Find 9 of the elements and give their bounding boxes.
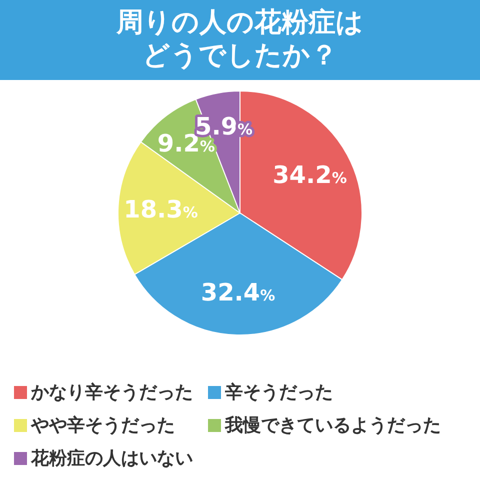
chart-title: 周りの人の花粉症はどうでしたか？ [115,6,364,72]
legend-label: 辛そうだった [225,381,333,404]
legend-label: 花粉症の人はいない [31,447,193,470]
legend-label: やや辛そうだった [31,414,175,437]
legend-label: かなり辛そうだった [31,381,193,404]
data-label: 34.2% [272,161,347,190]
legend-label: 我慢できているようだった [225,414,441,437]
data-label: 32.4% [200,278,276,306]
data-label: 18.3% [124,195,198,224]
